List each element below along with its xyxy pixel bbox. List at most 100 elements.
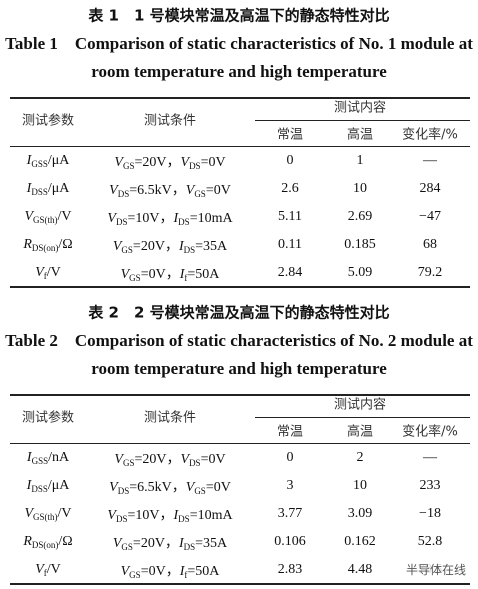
condition-cell: VDS=10V，IDS=10mA: [107, 207, 232, 227]
param-cell: IGSS/μA: [27, 153, 70, 169]
param-cell-part: /V: [46, 562, 61, 577]
value-cell: −47: [419, 209, 441, 224]
condition-cell-part: =50A: [187, 564, 220, 579]
value-cell: 10: [353, 478, 367, 493]
param-cell-part: R: [23, 237, 32, 252]
condition-cell: VDS=6.5kV，VGS=0V: [109, 179, 231, 199]
condition-cell-part: DS: [178, 514, 190, 524]
condition-cell-part: =0V: [200, 155, 226, 170]
param-cell-part: GS(th): [33, 215, 58, 225]
condition-cell: VGS=20V，VDS=0V: [114, 448, 225, 468]
header-column: 变化率/%: [402, 127, 458, 143]
bottom-rule: [10, 583, 470, 585]
value-cell: 0: [286, 450, 294, 465]
condition-cell-part: DS: [117, 486, 130, 496]
condition-cell-part: V: [112, 239, 122, 254]
param-cell-part: I: [26, 181, 32, 196]
value-cell: 3.09: [347, 506, 373, 521]
param-cell-part: /μA: [47, 478, 70, 493]
condition-cell-part: GS: [129, 570, 141, 580]
value-cell: 2.84: [277, 265, 303, 280]
value-cell: —: [423, 153, 437, 168]
param-cell-part: DS(on): [31, 540, 59, 550]
header-content: 测试内容: [333, 397, 387, 413]
condition-cell-part: =0V，: [140, 564, 180, 579]
value-cell: 3.77: [277, 506, 303, 521]
param-cell: Vf/V: [35, 265, 61, 281]
param-cell-part: /μA: [47, 153, 70, 168]
condition-cell-part: =50A: [187, 267, 220, 282]
condition-cell-part: =0V: [205, 183, 231, 198]
value-cell: 0.106: [274, 534, 306, 549]
header-column: 变化率/%: [402, 424, 458, 440]
param-cell: VGS(th)/V: [24, 209, 71, 225]
param-cell-part: DS(on): [31, 243, 59, 253]
value-cell: 2.69: [347, 209, 373, 224]
header-column: 常温: [276, 424, 304, 440]
value-cell: 0.11: [278, 237, 302, 252]
condition-cell-part: =0V，: [140, 267, 180, 282]
condition-cell-part: V: [185, 183, 195, 198]
param-cell-part: I: [26, 153, 32, 168]
value-cell: 0.185: [344, 237, 376, 252]
condition-cell-part: =35A: [195, 536, 228, 551]
condition-cell-part: DS: [115, 217, 128, 227]
header-content: 测试内容: [333, 100, 387, 116]
condition-cell-part: =35A: [195, 239, 228, 254]
value-cell: 4.48: [347, 562, 373, 577]
condition-cell-part: DS: [189, 458, 201, 468]
param-cell: RDS(on)/Ω: [23, 237, 72, 253]
value-cell: 284: [419, 181, 441, 196]
value-cell: 68: [423, 237, 437, 252]
header-rule: [10, 146, 470, 147]
condition-cell-part: I: [178, 239, 184, 254]
condition-cell-part: =0V: [200, 452, 226, 467]
condition-cell-part: DS: [183, 245, 196, 255]
param-cell-part: GS(th): [33, 512, 58, 522]
condition-cell-part: V: [180, 452, 190, 467]
sub-rule: [255, 120, 470, 121]
condition-cell-part: V: [185, 480, 195, 495]
value-cell: 5.09: [347, 265, 373, 280]
top-rule: [10, 97, 470, 99]
param-cell-part: V: [24, 209, 34, 224]
header-column: 高温: [346, 424, 374, 440]
condition-cell-part: =20V，: [134, 452, 181, 467]
condition-cell-part: =10mA: [189, 211, 233, 226]
value-cell: 52.8: [417, 534, 443, 549]
value-cell: 2: [356, 450, 364, 465]
condition-cell-part: GS: [122, 161, 135, 171]
param-cell-part: /V: [46, 265, 61, 280]
param-cell-part: /Ω: [58, 237, 73, 252]
condition-cell-part: =20V，: [132, 536, 179, 551]
value-cell: 0.162: [344, 534, 376, 549]
param-cell-part: GSS: [31, 159, 48, 169]
condition-cell: VGS=0V，If=50A: [121, 263, 220, 283]
condition-cell-part: GS: [121, 542, 133, 552]
condition-cell-part: GS: [194, 189, 206, 199]
table-title-cn: 表 2 2 号模块常温及高温下的静态特性对比: [88, 303, 390, 322]
condition-cell-part: =10mA: [189, 508, 233, 523]
condition-cell-part: DS: [115, 514, 128, 524]
condition-cell-part: V: [107, 211, 116, 226]
condition-cell-part: GS: [194, 486, 206, 496]
param-cell-part: I: [26, 478, 32, 493]
condition-cell-part: DS: [117, 189, 130, 199]
header-column: 高温: [346, 127, 374, 143]
param-cell-part: R: [23, 534, 32, 549]
condition-cell-part: =10V，: [127, 211, 174, 226]
condition-cell-part: V: [112, 536, 122, 551]
condition-cell-part: I: [179, 267, 185, 282]
value-cell: 1: [356, 153, 364, 168]
condition-cell-part: V: [107, 508, 116, 523]
condition-cell-part: =6.5kV，: [129, 183, 186, 198]
header-column: 常温: [276, 127, 304, 143]
top-rule: [10, 394, 470, 396]
header-param: 测试参数: [21, 113, 75, 129]
condition-cell-part: DS: [178, 217, 190, 227]
param-cell-part: V: [35, 562, 44, 577]
condition-cell-part: V: [114, 155, 123, 170]
condition-cell-part: =20V，: [132, 239, 179, 254]
value-cell: 0: [286, 153, 294, 168]
param-cell: IDSS/μA: [27, 181, 70, 197]
